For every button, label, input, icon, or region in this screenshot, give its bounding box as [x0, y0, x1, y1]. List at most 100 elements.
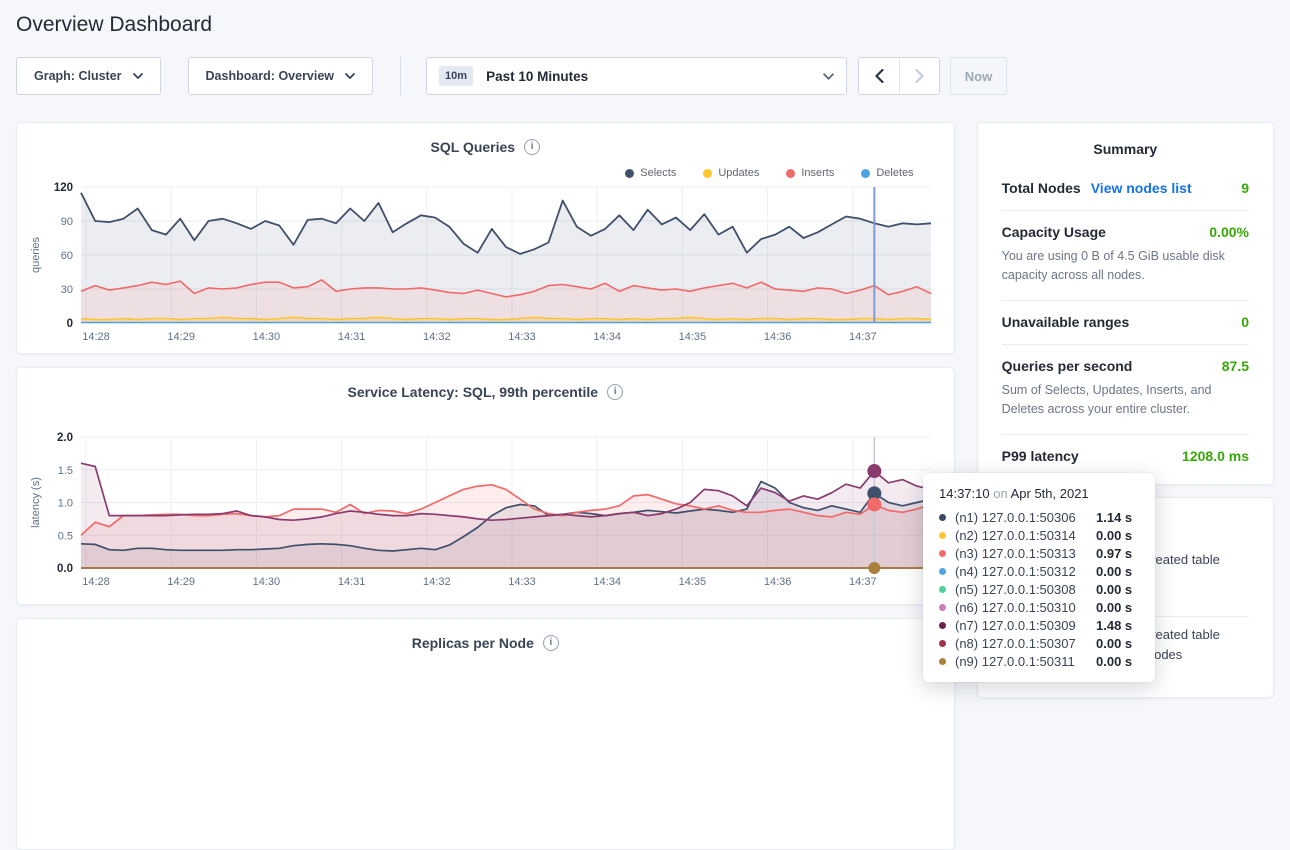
now-button[interactable]: Now [950, 57, 1008, 95]
chevron-down-icon [132, 73, 143, 79]
tooltip-row: (n5) 127.0.0.1:50308 0.00 s [939, 580, 1139, 598]
legend-item-selects[interactable]: Selects [625, 167, 676, 179]
tooltip-on: on [993, 486, 1008, 501]
node-address: (n2) 127.0.0.1:50314 [955, 527, 1076, 543]
sql-queries-chart[interactable]: 0 30 60 90 120 14:28 14:29 14:30 14:31 14:32 14:33… [17, 123, 954, 353]
time-range-picker[interactable]: 10m Past 10 Minutes [426, 57, 848, 95]
chart-tooltip: 14:37:10 on Apr 5th, 2021 (n1) 127.0.0.1… [923, 473, 1155, 682]
info-icon[interactable] [542, 635, 559, 651]
chevron-down-icon [823, 72, 834, 80]
x-tick-label: 14:37 [849, 331, 877, 343]
summary-stat-row: P99 latency 1208.0 ms [1002, 448, 1249, 464]
y-tick-label: 2.0 [57, 432, 73, 444]
x-tick-label: 14:34 [593, 331, 621, 343]
tooltip-date-text: Apr 5th, 2021 [1010, 486, 1089, 501]
chart-svg: 0.0 0.5 1.0 1.5 2.0 14:28 14:29 14:30 14:31 14:32… [30, 432, 932, 588]
hover-dot [867, 497, 882, 512]
tooltip-rows: (n1) 127.0.0.1:50306 1.14 s (n2) 127.0.0.1… [939, 508, 1139, 670]
legend-label: Inserts [801, 167, 835, 179]
charts-column: SQL Queries Selects Updates Inserts Deletes… [16, 122, 955, 850]
chevron-down-icon [345, 73, 355, 79]
sql-queries-card: SQL Queries Selects Updates Inserts Deletes… [16, 122, 955, 354]
replicas-card: Replicas per Node [16, 618, 955, 850]
legend-dot [786, 168, 796, 178]
node-latency-value: 1.48 s [1096, 617, 1133, 633]
node-color-dot [939, 585, 946, 593]
series-line [80, 279, 932, 298]
dashboard-dropdown-label: Dashboard: Overview [205, 69, 335, 83]
chevron-right-icon [915, 69, 925, 83]
node-color-dot [939, 549, 946, 557]
sql-queries-title-row: SQL Queries [17, 139, 954, 155]
x-tick-label: 14:31 [338, 331, 366, 343]
node-color-dot [939, 513, 946, 521]
series-area [81, 279, 931, 323]
time-prev-button[interactable] [859, 58, 900, 94]
legend-dot [703, 168, 713, 178]
y-tick-label: 1.0 [58, 498, 73, 510]
hover-dot [867, 464, 882, 479]
y-tick-label: 0.0 [57, 563, 73, 575]
summary-stat-row: Unavailable ranges 0 [1002, 314, 1249, 330]
summary-stat-row: Capacity Usage 0.00% [1002, 224, 1249, 240]
latency-title-row: Service Latency: SQL, 99th percentile [17, 384, 954, 400]
series-line [80, 192, 932, 255]
node-color-dot [939, 621, 946, 629]
node-address: (n7) 127.0.0.1:50309 [955, 617, 1076, 633]
x-tick-label: 14:29 [167, 331, 195, 343]
node-address: (n4) 127.0.0.1:50312 [955, 563, 1076, 579]
controls-bar: Graph: Cluster Dashboard: Overview 10m P… [16, 57, 1274, 95]
view-nodes-link[interactable]: View nodes list [1090, 180, 1192, 196]
node-latency-value: 1.14 s [1096, 509, 1133, 525]
y-tick-label: 30 [61, 284, 73, 296]
y-axis-unit-label: queries [30, 236, 42, 273]
summary-stat: Unavailable ranges 0 [1001, 299, 1249, 344]
x-tick-label: 14:28 [82, 576, 110, 588]
legend-label: Selects [640, 167, 677, 179]
tooltip-row: (n9) 127.0.0.1:50311 0.00 s [939, 652, 1139, 670]
time-range-badge: 10m [439, 66, 474, 86]
node-address: (n1) 127.0.0.1:50306 [955, 509, 1076, 525]
series-line [80, 462, 932, 522]
series-line [80, 480, 932, 552]
tooltip-row: (n7) 127.0.0.1:50309 1.48 s [939, 616, 1139, 634]
node-address: (n5) 127.0.0.1:50308 [955, 581, 1076, 597]
hover-dot [867, 486, 882, 501]
chart-title: Service Latency: SQL, 99th percentile [347, 384, 599, 400]
x-tick-label: 14:30 [253, 576, 281, 588]
legend-item-deletes[interactable]: Deletes [861, 167, 914, 179]
time-range-label: Past 10 Minutes [486, 68, 589, 84]
x-tick-label: 14:36 [764, 576, 792, 588]
legend-label: Updates [718, 167, 760, 179]
info-icon[interactable] [524, 139, 541, 155]
x-tick-label: 14:32 [423, 576, 451, 588]
x-tick-label: 14:36 [764, 331, 792, 343]
series-area [81, 192, 931, 323]
legend-dot [861, 168, 871, 178]
info-icon[interactable] [607, 384, 624, 400]
tooltip-row: (n4) 127.0.0.1:50312 0.00 s [939, 562, 1139, 580]
time-next-button[interactable] [899, 58, 940, 94]
x-tick-label: 14:30 [253, 331, 281, 343]
latency-chart[interactable]: 0.0 0.5 1.0 1.5 2.0 14:28 14:29 14:30 14:31 14:32… [17, 368, 954, 604]
time-step-buttons [858, 57, 941, 95]
tooltip-time: 14:37:10 [939, 486, 990, 501]
y-tick-label: 0.5 [58, 530, 73, 542]
node-color-dot [939, 531, 946, 539]
stat-label: Capacity Usage [1001, 224, 1106, 240]
node-color-dot [939, 603, 946, 611]
stat-value: 87.5 [1221, 357, 1249, 374]
node-address: (n6) 127.0.0.1:50310 [955, 599, 1076, 615]
graph-dropdown[interactable]: Graph: Cluster [16, 57, 161, 95]
legend-item-updates[interactable]: Updates [703, 167, 759, 179]
legend-item-inserts[interactable]: Inserts [786, 167, 834, 179]
x-tick-label: 14:35 [679, 576, 707, 588]
dashboard-dropdown[interactable]: Dashboard: Overview [187, 57, 374, 95]
node-latency-value: 0.00 s [1096, 581, 1133, 597]
y-tick-label: 1.5 [58, 465, 73, 477]
overview-dashboard-page: Overview Dashboard Graph: Cluster Dashbo… [0, 0, 1290, 689]
series-area [81, 484, 931, 568]
tooltip-row: (n3) 127.0.0.1:50313 0.97 s [939, 544, 1139, 562]
summary-stat: Queries per second 87.5 Sum of Selects, Up… [1001, 343, 1249, 434]
tooltip-row: (n2) 127.0.0.1:50314 0.00 s [939, 526, 1139, 544]
